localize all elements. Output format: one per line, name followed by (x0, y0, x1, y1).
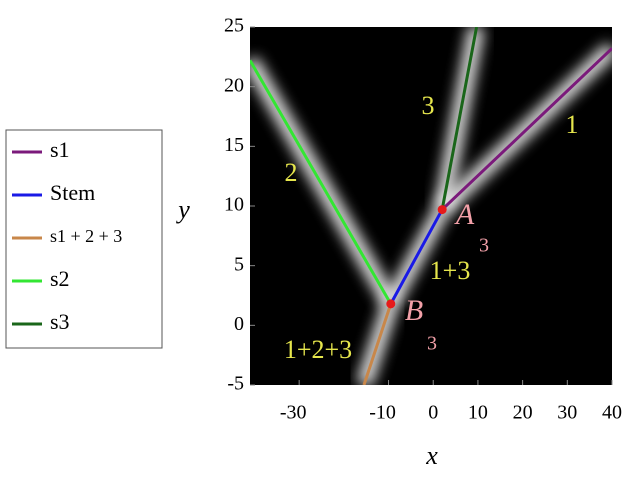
y-tick-label: 0 (234, 313, 244, 335)
y-tick-label: 10 (224, 194, 244, 216)
line-layer (250, 27, 612, 385)
x-tick-label: -30 (280, 402, 307, 424)
annotation: B (405, 294, 423, 327)
legend-label: s3 (50, 309, 70, 334)
y-tick-label: 20 (224, 74, 244, 96)
legend-label: s2 (50, 266, 70, 291)
annotation: 3 (422, 91, 435, 120)
annotation: 1+2+3 (284, 335, 352, 364)
series-line (441, 47, 612, 211)
annotation: 2 (285, 158, 298, 187)
point (437, 205, 447, 215)
legend-label: s1 (50, 137, 70, 162)
annotation: A (454, 198, 475, 231)
series-line (362, 303, 393, 385)
legend-box (5, 129, 163, 349)
x-tick-label: 30 (557, 402, 577, 424)
series-line (250, 59, 393, 305)
y-tick-label: 25 (224, 15, 244, 37)
y-axis-label: y (175, 195, 190, 224)
annotation: 3 (479, 235, 489, 257)
x-tick-label: 20 (513, 402, 533, 424)
x-tick-label: 0 (428, 402, 438, 424)
y-tick-label: 5 (234, 253, 244, 275)
plot-background (250, 27, 612, 385)
annotation: 3 (427, 333, 437, 355)
legend-label: Stem (50, 180, 95, 205)
series-line (389, 208, 444, 305)
x-tick-label: 10 (468, 402, 488, 424)
annotation: 1+3 (430, 256, 471, 285)
x-tick-label: 40 (602, 402, 622, 424)
x-axis-label: x (425, 441, 438, 470)
annotation: 1 (566, 110, 579, 139)
x-tick-label: -10 (369, 402, 396, 424)
y-tick-label: -5 (227, 373, 244, 395)
y-tick-label: 15 (224, 134, 244, 156)
legend-label: s1 + 2 + 3 (50, 226, 122, 246)
series-line (440, 27, 479, 210)
point (386, 299, 396, 309)
